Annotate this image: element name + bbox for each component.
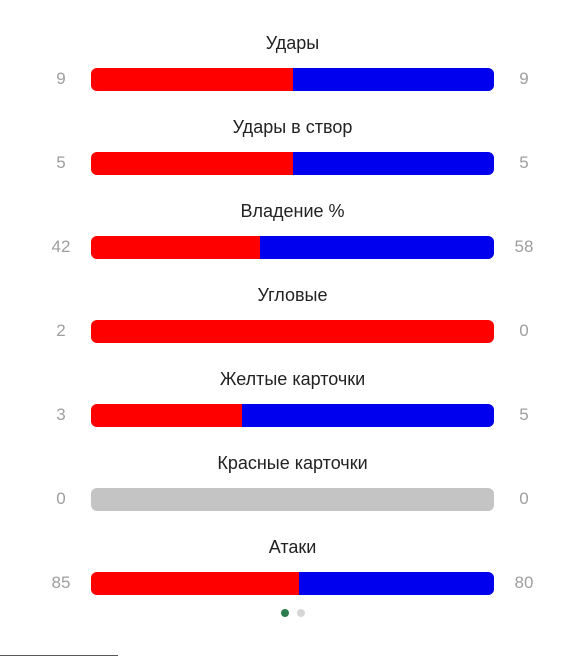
stat-label: Удары xyxy=(265,33,320,53)
stat-label: Атаки xyxy=(268,537,317,557)
home-value: 0 xyxy=(56,489,66,508)
stat-label: Угловые xyxy=(257,285,328,305)
comparison-bar xyxy=(91,320,494,343)
page-dot-1[interactable] xyxy=(280,609,289,617)
home-bar-segment xyxy=(91,404,243,427)
comparison-bar xyxy=(91,404,494,427)
home-value: 42 xyxy=(51,237,71,256)
away-value: 58 xyxy=(514,237,534,256)
away-bar-segment xyxy=(292,68,494,91)
stat-row-possession: Владение % 42 58 xyxy=(0,197,585,281)
comparison-bar xyxy=(91,236,494,259)
home-bar-segment xyxy=(91,152,293,175)
away-bar-segment xyxy=(242,404,494,427)
away-bar-segment xyxy=(298,572,494,595)
home-bar-segment xyxy=(91,68,293,91)
home-value: 5 xyxy=(56,153,66,172)
away-value: 5 xyxy=(519,405,529,424)
away-value: 9 xyxy=(519,69,529,88)
away-bar-segment xyxy=(260,236,494,259)
page-dot-2[interactable] xyxy=(296,609,305,617)
stat-row-shots-on-target: Удары в створ 5 5 xyxy=(0,113,585,197)
stat-label: Удары в створ xyxy=(232,117,353,137)
home-value: 3 xyxy=(56,405,66,424)
comparison-bar xyxy=(91,68,494,91)
away-value: 80 xyxy=(514,573,534,592)
stat-row-red-cards: Красные карточки 0 0 xyxy=(0,449,585,533)
home-bar-segment xyxy=(91,572,299,595)
away-value: 0 xyxy=(519,321,529,340)
stat-row-yellow-cards: Желтые карточки 3 5 xyxy=(0,365,585,449)
away-value: 0 xyxy=(519,489,529,508)
stat-row-shots: Удары 9 9 xyxy=(0,29,585,113)
away-bar-segment xyxy=(292,152,494,175)
home-bar-segment xyxy=(91,320,494,343)
home-bar-segment xyxy=(91,236,261,259)
home-value: 85 xyxy=(51,573,71,592)
page-indicator xyxy=(0,609,585,619)
comparison-bar xyxy=(91,488,494,511)
stat-label: Красные карточки xyxy=(217,453,368,473)
comparison-bar xyxy=(91,572,494,595)
stat-label: Владение % xyxy=(240,201,345,221)
stat-label: Желтые карточки xyxy=(219,369,366,389)
away-value: 5 xyxy=(519,153,529,172)
bottom-divider xyxy=(0,655,118,656)
stat-row-corners: Угловые 2 0 xyxy=(0,281,585,365)
home-value: 9 xyxy=(56,69,66,88)
home-value: 2 xyxy=(56,321,66,340)
stat-row-attacks: Атаки 85 80 xyxy=(0,533,585,617)
comparison-bar xyxy=(91,152,494,175)
